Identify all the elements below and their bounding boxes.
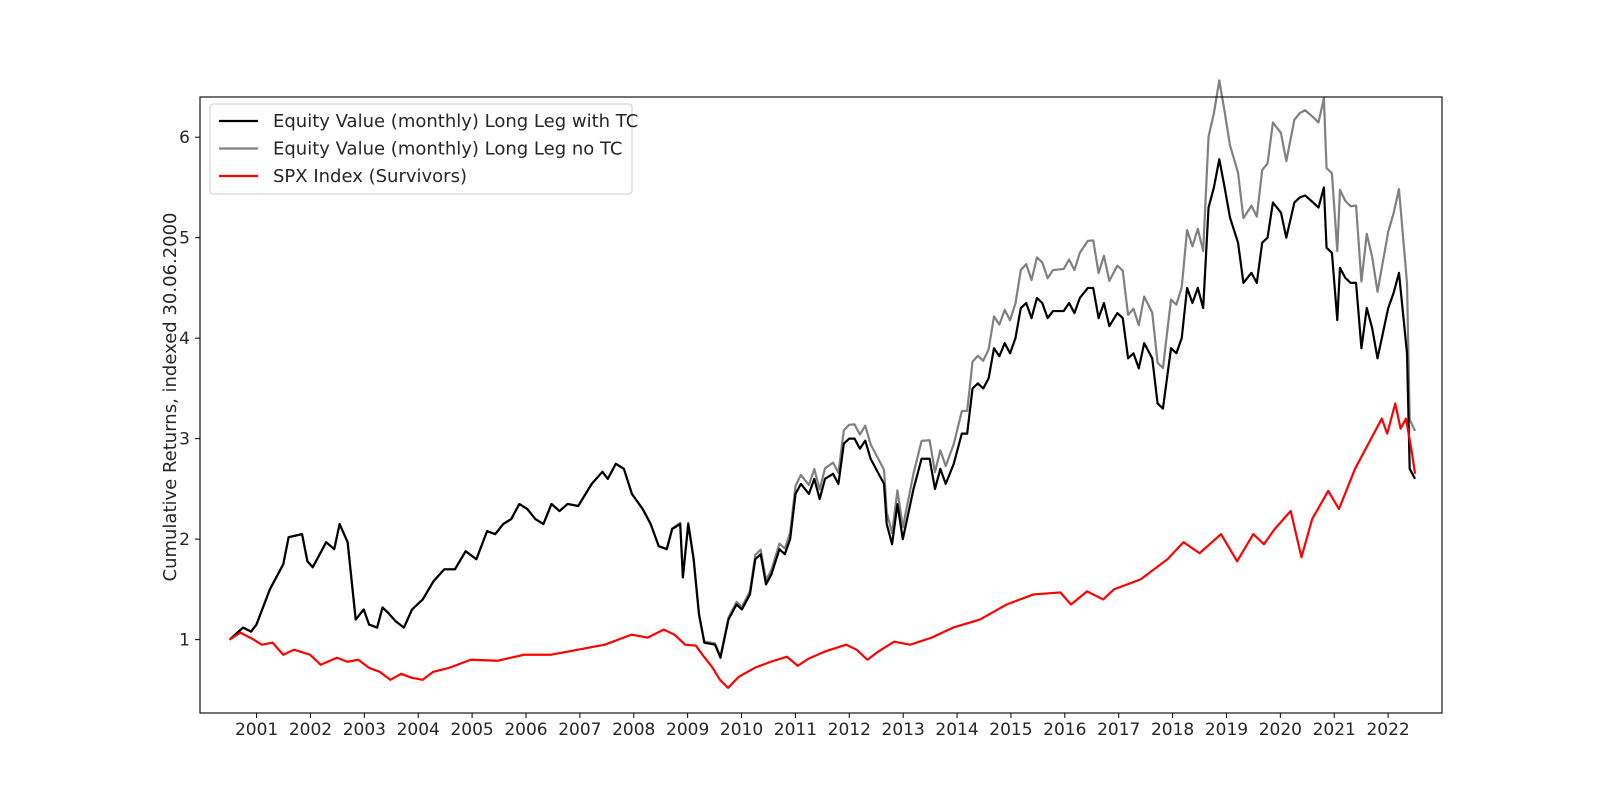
- y-axis-title: Cumulative Returns, indexed 30.06.2000: [160, 213, 181, 582]
- x-tick-label: 2015: [989, 720, 1032, 740]
- legend: Equity Value (monthly) Long Leg with TC E…: [209, 103, 638, 195]
- x-tick-label: 2013: [882, 720, 925, 740]
- x-tick-label: 2008: [612, 720, 655, 740]
- axes: 2001 2002 2003 2004 2005 2006 2007 2008 2009 2010…: [179, 96, 1443, 740]
- plot-area: [228, 79, 1417, 689]
- legend-label: SPX Index (Survivors): [273, 166, 467, 187]
- x-tick-label: 2014: [935, 720, 978, 740]
- legend-label: Equity Value (monthly) Long Leg no TC: [273, 139, 623, 160]
- x-tick-label: 2004: [397, 720, 440, 740]
- x-tick-label: 2018: [1151, 720, 1194, 740]
- x-tick-label: 2010: [720, 720, 763, 740]
- y-tick-label: 1: [179, 631, 190, 651]
- legend-box: [209, 103, 633, 195]
- x-tick-label: 2006: [504, 720, 547, 740]
- y-tick-label: 5: [179, 229, 190, 249]
- x-tick-label: 2003: [343, 720, 386, 740]
- plot-frame: [199, 96, 1443, 714]
- x-tick-label: 2019: [1205, 720, 1248, 740]
- y-tick-label: 4: [179, 329, 190, 349]
- x-tick-label: 2002: [289, 720, 332, 740]
- x-tick-label: 2016: [1043, 720, 1086, 740]
- x-tick-label: 2007: [558, 720, 601, 740]
- x-tick-label: 2005: [450, 720, 493, 740]
- legend-label: Equity Value (monthly) Long Leg with TC: [273, 111, 638, 132]
- series-line-long-leg-with-tc: [228, 158, 1417, 659]
- y-tick-label: 3: [179, 430, 190, 450]
- x-tick-label: 2021: [1313, 720, 1356, 740]
- x-tick-label: 2009: [666, 720, 709, 740]
- x-tick-label: 2022: [1366, 720, 1409, 740]
- x-tick-label: 2020: [1259, 720, 1302, 740]
- x-tick-label: 2017: [1097, 720, 1140, 740]
- series-line-spx-index: [229, 402, 1417, 689]
- y-tick-label: 6: [179, 128, 190, 148]
- x-tick-label: 2001: [235, 720, 278, 740]
- x-tick-label: 2011: [774, 720, 817, 740]
- y-tick-label: 2: [179, 530, 190, 550]
- x-tick-label: 2012: [828, 720, 871, 740]
